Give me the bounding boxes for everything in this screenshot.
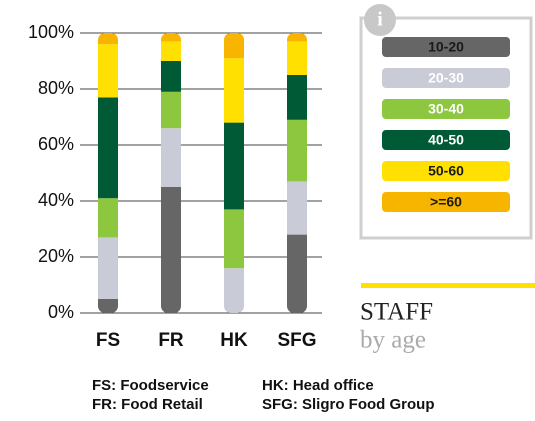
bar-segment (224, 58, 244, 123)
legend-label: 10-20 (428, 39, 464, 55)
y-tick-label: 40% (38, 190, 74, 210)
bar-segment (161, 91, 181, 129)
y-tick-label: 100% (28, 22, 74, 42)
bar-segment (98, 44, 118, 98)
legend-box (359, 16, 533, 240)
y-tick-label: 0% (48, 302, 74, 322)
chart-title: STAFF (360, 299, 433, 326)
bar-segment (161, 41, 181, 61)
legend-swatch (382, 37, 510, 57)
bar-segment (161, 33, 181, 42)
note: SFG: Sligro Food Group (262, 396, 434, 413)
bar-stack (98, 33, 118, 313)
bar-segment (287, 234, 307, 313)
info-icon-glyph: i (377, 9, 383, 31)
chart-subtitle: by age (360, 327, 426, 354)
x-tick-label: SFG (277, 330, 316, 351)
note: HK: Head office (262, 377, 374, 394)
bar-segment (98, 299, 118, 313)
legend-label: 20-30 (428, 70, 464, 86)
bar-segment (161, 187, 181, 313)
bar-segment (287, 181, 307, 235)
bar-segment (161, 128, 181, 187)
legend-swatch (382, 68, 510, 88)
bar-segment (224, 209, 244, 269)
legend-swatch (382, 130, 510, 150)
x-tick-label: FR (158, 330, 184, 351)
legend-swatch (382, 192, 510, 212)
bar-segment (224, 122, 244, 210)
bar-stack (161, 33, 181, 313)
legend-label: >=60 (430, 194, 462, 210)
bar-segment (98, 198, 118, 238)
bar-stack (224, 33, 244, 313)
x-tick-label: FS (96, 330, 120, 351)
legend-label: 30-40 (428, 101, 464, 117)
note: FS: Foodservice (92, 377, 209, 394)
legend-swatch (382, 99, 510, 119)
bar-segment (224, 268, 244, 313)
legend-swatch (382, 161, 510, 181)
y-tick-label: 80% (38, 78, 74, 98)
bar-segment (161, 61, 181, 92)
info-icon (364, 4, 396, 36)
note: FR: Food Retail (92, 396, 203, 413)
bar-stack (287, 33, 307, 313)
bar-segment (224, 33, 244, 59)
bar-segment (98, 237, 118, 299)
bar-segment (98, 33, 118, 45)
legend-label: 50-60 (428, 163, 464, 179)
bar-segment (287, 41, 307, 75)
bar-segment (287, 33, 307, 42)
y-tick-label: 60% (38, 134, 74, 154)
x-tick-label: HK (220, 330, 248, 351)
legend-label: 40-50 (428, 132, 464, 148)
bar-segment (287, 119, 307, 182)
bar-segment (287, 75, 307, 120)
bar-segment (98, 97, 118, 199)
y-tick-label: 20% (38, 246, 74, 266)
title-rule (361, 283, 535, 288)
